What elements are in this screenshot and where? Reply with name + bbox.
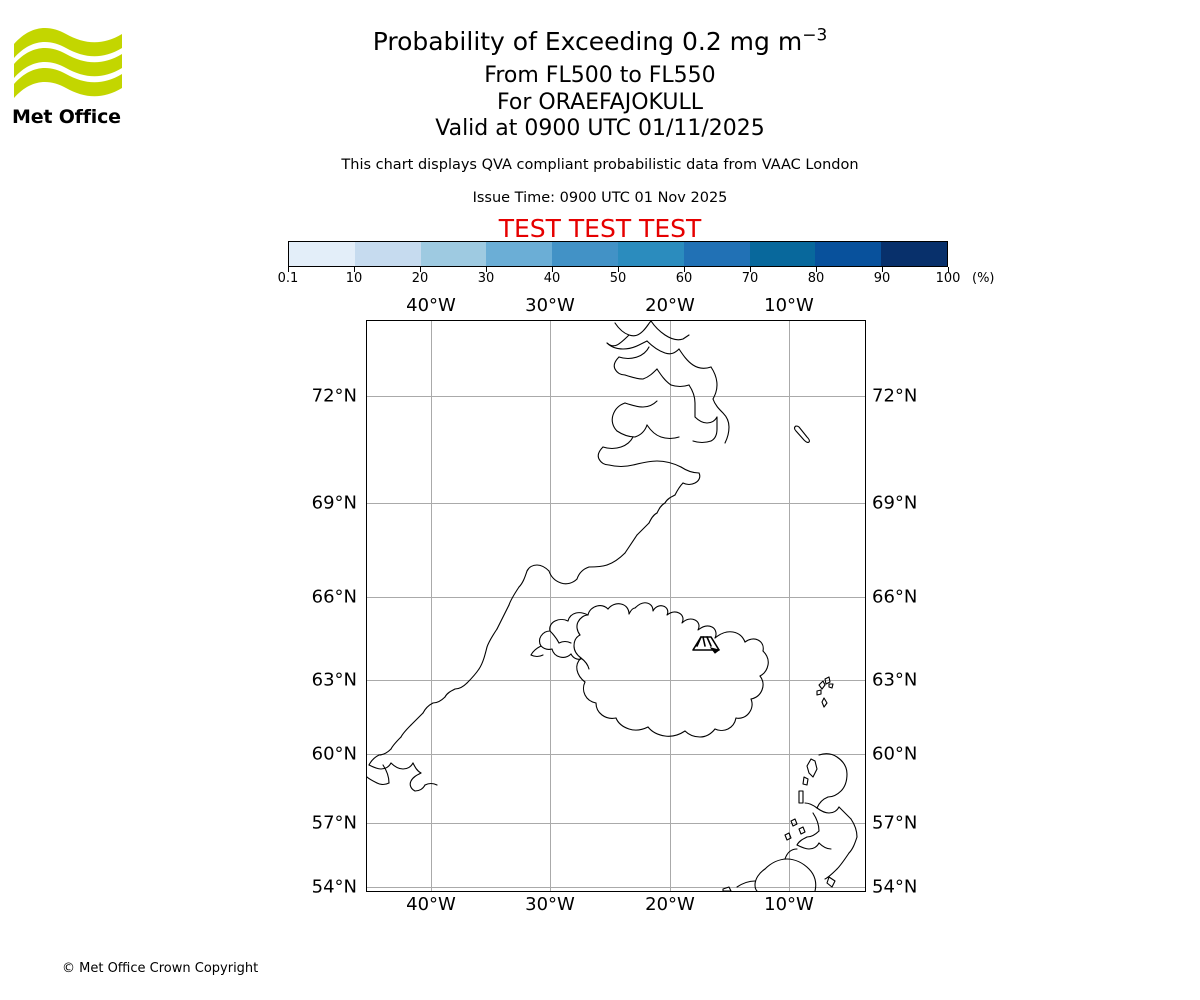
lon-label-bottom-40°W: 40°W [406,894,456,915]
colorbar-segment-4 [552,242,618,266]
lat-label-left-66°N: 66°N [311,586,357,608]
colorbar-tick-80 [816,267,817,272]
lon-label-bottom-30°W: 30°W [525,894,575,915]
volcano-subtitle: For ORAEFAJOKULL [497,90,703,115]
lat-label-right-72°N: 72°N [872,385,918,407]
colorbar-tick-10 [354,267,355,272]
flight-level-subtitle: From FL500 to FL550 [484,63,716,88]
lat-label-left-63°N: 63°N [311,669,357,691]
colorbar-tick-axis: 0.1 10 20 30 40 50 60 70 80 90 100 [278,267,960,287]
colorbar-tick-60 [684,267,685,272]
lon-label-bottom-10°W: 10°W [764,894,814,915]
copyright-text: © Met Office Crown Copyright [62,961,259,976]
colorbar-tick-20 [420,267,421,272]
coastline-british-isles [722,753,858,891]
volcano-marker-oraefajokull [692,636,721,654]
colorbar-tick-label-30: 30 [477,271,495,286]
colorbar-tick-label-100: 100 [935,271,961,286]
valid-time-subtitle: Valid at 0900 UTC 01/11/2025 [435,116,765,141]
lat-label-right-57°N: 57°N [872,812,918,834]
colorbar-tick-label-0.1: 0.1 [277,271,299,286]
colorbar-segment-3 [486,242,553,266]
lat-label-left-54°N: 54°N [311,876,357,898]
colorbar-tick-90 [882,267,883,272]
map-plot-area[interactable] [366,320,866,892]
lat-label-right-60°N: 60°N [872,743,918,765]
colorbar-tick-40 [552,267,553,272]
probability-colorbar [288,241,948,267]
colorbar-segment-1 [354,242,421,266]
colorbar-tick-label-80: 80 [807,271,825,286]
page-title-exponent: −3 [802,25,828,46]
colorbar-tick-label-60: 60 [675,271,693,286]
colorbar-tick-100 [948,267,949,272]
issue-time: Issue Time: 0900 UTC 01 Nov 2025 [472,190,728,206]
page-title: Probability of Exceeding 0.2 mg m−3 [130,25,1070,56]
lon-label-top-40°W: 40°W [406,295,456,316]
qva-note: This chart displays QVA compliant probab… [341,157,859,173]
test-banner: TEST TEST TEST [498,214,702,243]
colorbar-tick-0.1 [288,267,289,272]
map-gridlines [367,321,865,891]
met-office-wave-icon [14,28,122,98]
lat-label-left-57°N: 57°N [311,812,357,834]
colorbar-tick-label-50: 50 [609,271,627,286]
lat-label-left-72°N: 72°N [311,385,357,407]
colorbar-tick-label-10: 10 [345,271,363,286]
lat-label-right-54°N: 54°N [872,876,918,898]
lat-label-right-66°N: 66°N [872,586,918,608]
colorbar-segment-5 [617,242,684,266]
met-office-logo: Met Office [12,22,124,128]
coastline-jan-mayen [793,425,810,443]
met-office-logo-text: Met Office [12,106,121,128]
coastline-iceland [530,602,769,738]
colorbar-tick-label-20: 20 [411,271,429,286]
lat-label-left-60°N: 60°N [311,743,357,765]
lon-label-bottom-20°W: 20°W [645,894,695,915]
colorbar-segment-7 [749,242,816,266]
colorbar-tick-70 [750,267,751,272]
colorbar-tick-50 [618,267,619,272]
colorbar-units-label: (%) [972,271,995,286]
colorbar-segment-0 [289,242,355,266]
colorbar-tick-label-70: 70 [741,271,759,286]
coastline-faroe-islands [816,676,834,708]
page-title-text: Probability of Exceeding 0.2 mg m [372,27,803,56]
lat-label-right-69°N: 69°N [872,492,918,514]
map-canvas [367,321,865,891]
lon-label-top-10°W: 10°W [764,295,814,316]
colorbar-gradient [288,241,948,267]
colorbar-tick-30 [486,267,487,272]
colorbar-segment-2 [420,242,487,266]
colorbar-segment-9 [881,242,947,266]
lat-label-left-69°N: 69°N [311,492,357,514]
colorbar-segment-6 [683,242,750,266]
lat-label-right-63°N: 63°N [872,669,918,691]
colorbar-tick-label-40: 40 [543,271,561,286]
lon-label-top-30°W: 30°W [525,295,575,316]
coastline-greenland [367,321,730,792]
colorbar-segment-8 [815,242,882,266]
lon-label-top-20°W: 20°W [645,295,695,316]
colorbar-tick-label-90: 90 [873,271,891,286]
